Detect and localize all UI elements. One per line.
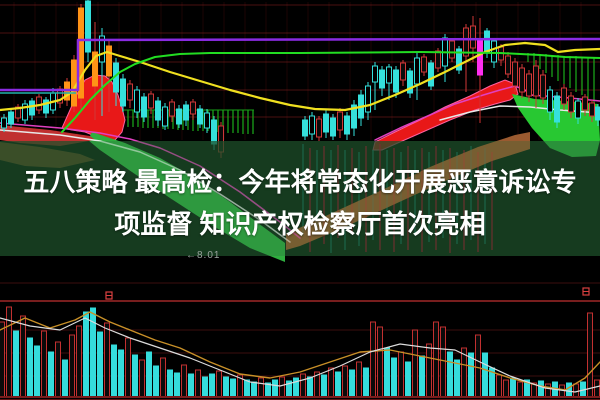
red-marker-glyph-right	[582, 287, 590, 296]
headline-line-2: 项监督 知识产权检察厅首次亮相	[114, 209, 486, 239]
white-line-right	[439, 105, 600, 121]
red-marker-glyph-left	[105, 291, 113, 300]
white-line-left-boost	[94, 141, 291, 243]
ma-green	[61, 51, 600, 133]
brown-band-right-boost	[286, 141, 530, 250]
ma-yellow	[0, 41, 600, 112]
headline-line-1: 五八策略 最高检：今年将常态化开展恶意诉讼专	[23, 167, 577, 197]
price-marker-label: ←8.01	[186, 250, 221, 261]
banner-dim-bars-cyan	[302, 144, 486, 253]
red-sliver-left	[0, 125, 95, 146]
volume-ma-yellow	[0, 311, 600, 391]
volume-ma-white	[0, 317, 600, 393]
green-hatch-right	[527, 53, 595, 103]
magenta-line-left-boost	[134, 141, 301, 239]
level-purple	[0, 37, 600, 92]
green-band-right-boost	[543, 141, 600, 157]
green-band-left-boost	[89, 141, 285, 256]
